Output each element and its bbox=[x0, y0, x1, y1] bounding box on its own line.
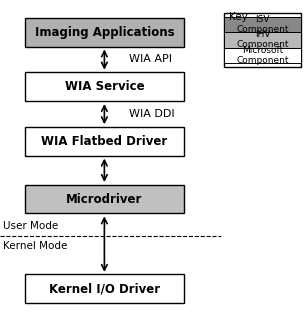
Text: Kernel Mode: Kernel Mode bbox=[3, 240, 68, 251]
FancyBboxPatch shape bbox=[224, 48, 301, 63]
Text: User Mode: User Mode bbox=[3, 221, 58, 231]
FancyBboxPatch shape bbox=[224, 32, 301, 48]
Text: Imaging Applications: Imaging Applications bbox=[35, 26, 174, 39]
FancyBboxPatch shape bbox=[224, 13, 301, 67]
Text: WIA API: WIA API bbox=[129, 54, 172, 65]
FancyBboxPatch shape bbox=[224, 17, 301, 32]
Text: Microdriver: Microdriver bbox=[66, 193, 142, 205]
Text: Key: Key bbox=[229, 12, 247, 22]
Text: IHV
Component: IHV Component bbox=[236, 30, 289, 49]
Text: WIA DDI: WIA DDI bbox=[129, 109, 175, 119]
Text: Kernel I/O Driver: Kernel I/O Driver bbox=[49, 282, 160, 295]
Text: WIA Service: WIA Service bbox=[64, 80, 144, 93]
Text: WIA Flatbed Driver: WIA Flatbed Driver bbox=[41, 135, 168, 148]
FancyBboxPatch shape bbox=[25, 274, 184, 303]
FancyBboxPatch shape bbox=[25, 72, 184, 101]
FancyBboxPatch shape bbox=[25, 127, 184, 156]
FancyBboxPatch shape bbox=[25, 18, 184, 47]
Text: ISV
Component: ISV Component bbox=[236, 15, 289, 34]
Text: Microsoft
Component: Microsoft Component bbox=[236, 46, 289, 65]
FancyBboxPatch shape bbox=[25, 185, 184, 213]
